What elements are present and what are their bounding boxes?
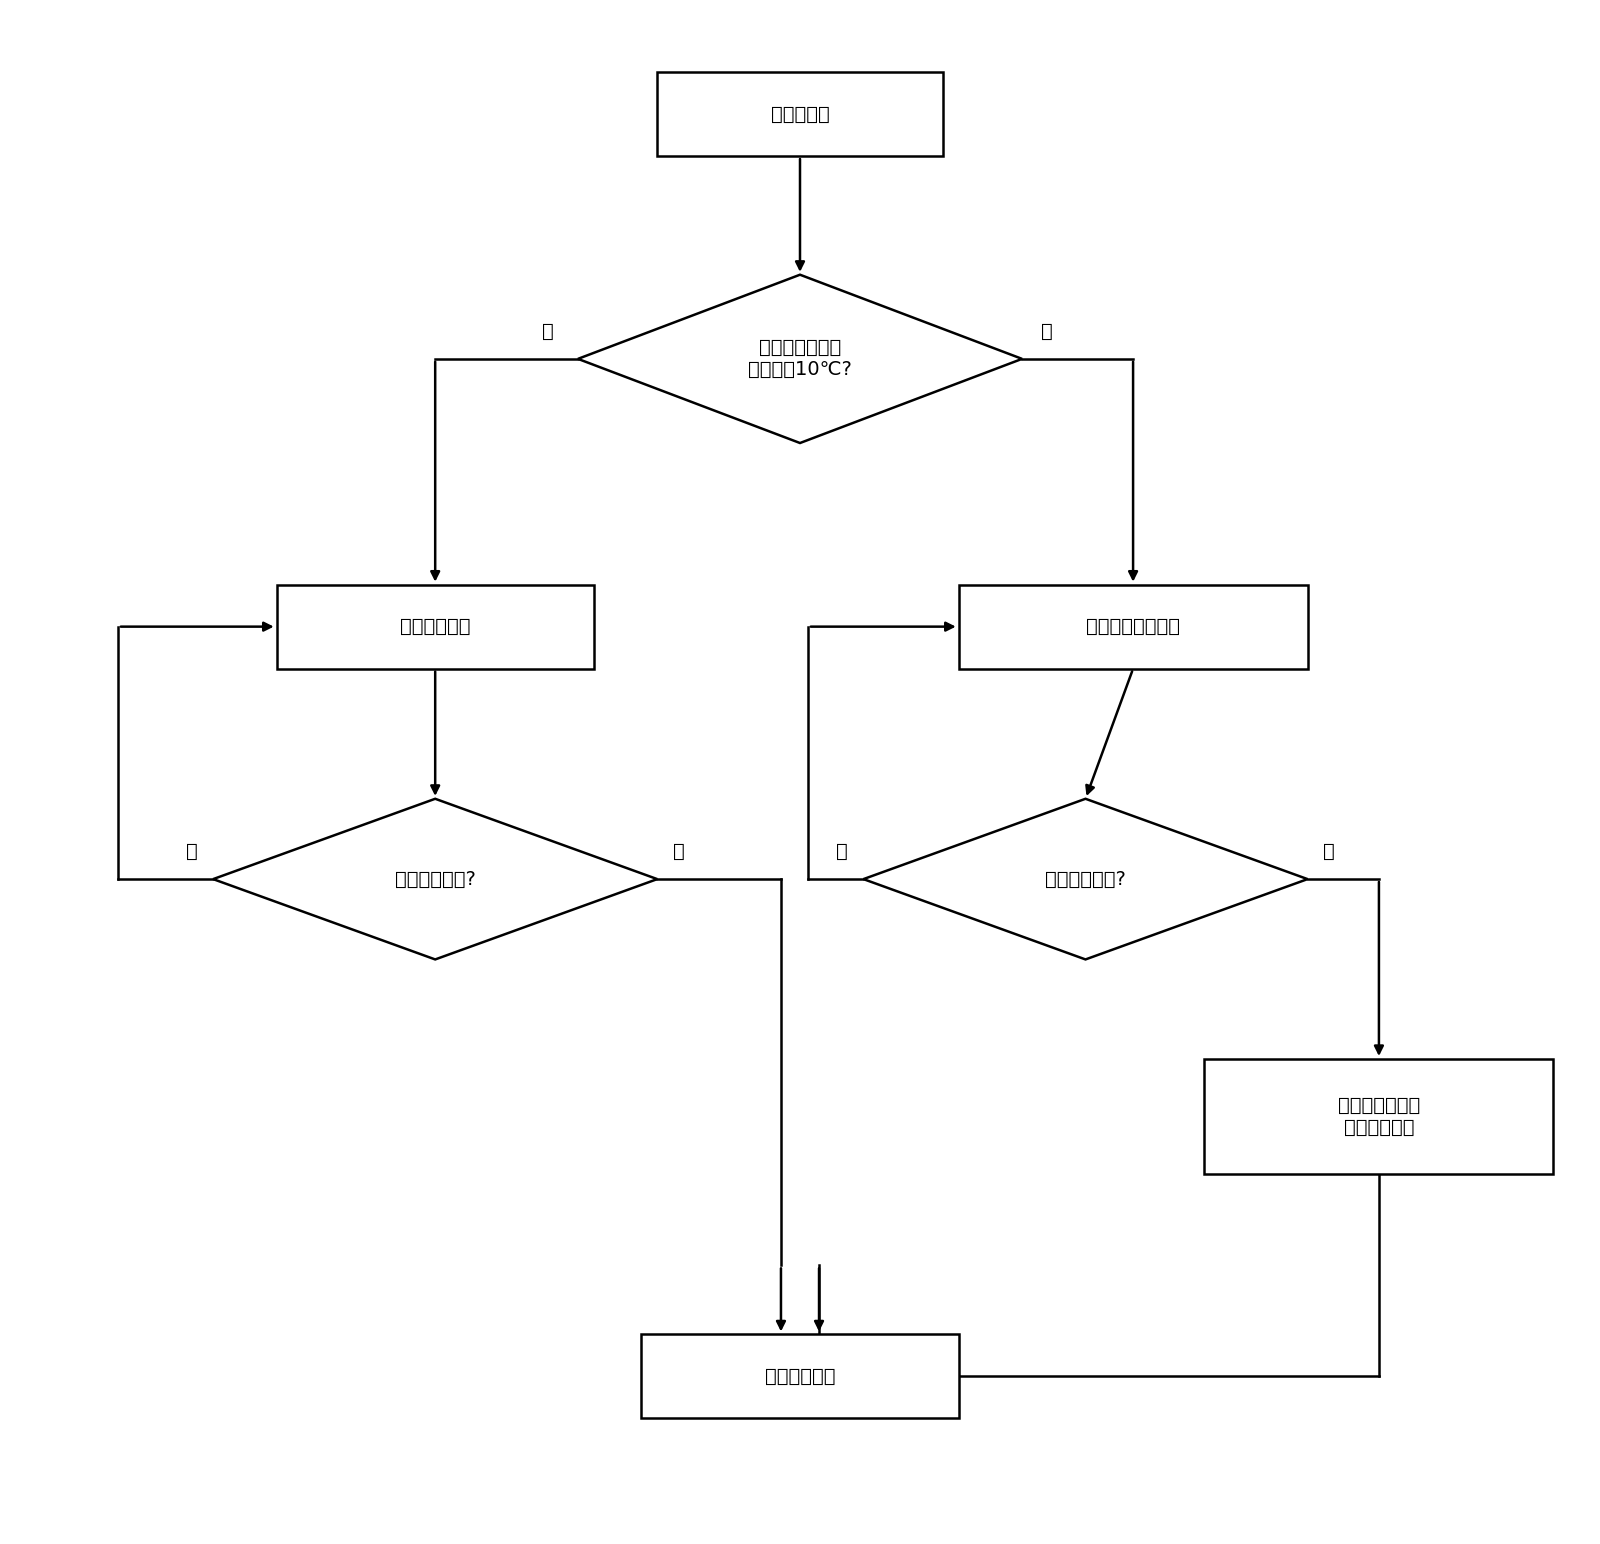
Text: 发动机启动: 发动机启动 (771, 105, 829, 124)
FancyBboxPatch shape (658, 73, 942, 156)
Text: 环境温度或水温
是否低于10℃?: 环境温度或水温 是否低于10℃? (749, 338, 851, 380)
Polygon shape (213, 798, 658, 959)
Polygon shape (864, 798, 1307, 959)
Text: 是否启动成功?: 是否启动成功? (395, 869, 475, 889)
FancyBboxPatch shape (642, 1334, 958, 1419)
Text: 低温启动与正常
运行切换模式: 低温启动与正常 运行切换模式 (1338, 1096, 1421, 1136)
Text: 否: 否 (835, 841, 848, 860)
Text: 低温汽油启动模式: 低温汽油启动模式 (1086, 618, 1181, 636)
Text: 是: 是 (1042, 321, 1053, 341)
Text: 是: 是 (1323, 841, 1334, 860)
Text: 是: 是 (674, 841, 685, 860)
Text: 否: 否 (542, 321, 554, 341)
Text: 常温启动模式: 常温启动模式 (400, 618, 470, 636)
FancyBboxPatch shape (277, 585, 594, 669)
FancyBboxPatch shape (958, 585, 1307, 669)
Polygon shape (578, 275, 1022, 443)
FancyBboxPatch shape (1205, 1059, 1554, 1173)
Text: 是否启动成功?: 是否启动成功? (1045, 869, 1126, 889)
Text: 否: 否 (186, 841, 197, 860)
Text: 正常运行模式: 正常运行模式 (765, 1366, 835, 1387)
